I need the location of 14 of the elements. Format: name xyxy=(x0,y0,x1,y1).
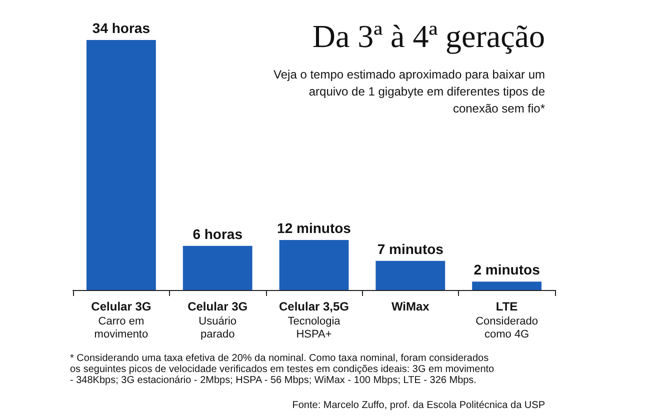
chart-title: Da 3ª à 4ª geração xyxy=(312,18,545,54)
x-tick-label: LTE Considerado como 4G xyxy=(476,300,538,340)
x-tick-label: Celular 3,5G Tecnologia HSPA+ xyxy=(278,300,350,340)
x-tick-label: Celular 3G Carro em movimento xyxy=(91,300,152,340)
data-label: 6 horas xyxy=(192,226,243,242)
text: Veja o tempo estimado aproximado para baixar um arquivo de 1 gigabyte em diferentes tipos de conexão sem fio* xyxy=(274,68,546,116)
source-note: Fonte: Marcelo Zuffo, prof. da Escola Politécnica da USP xyxy=(292,400,546,411)
x-tick-label: WiMax xyxy=(391,300,430,314)
data-label: 34 horas xyxy=(92,20,150,36)
text: * Considerando uma taxa efetiva de 20% da nominal. Como taxa nominal, foram considerados os seguintes picos de velocidade verificados em testes em condições ideais: 3G em movimento - 348Kbps; 3G estacionário - 2Mbps; HSPA - 56 Mbps; WiMax - 100 Mbps; LTE - 326 Mbps. xyxy=(70,353,495,386)
data-label: 2 minutos xyxy=(474,262,540,278)
data-label: 12 minutos xyxy=(277,220,352,236)
data-label: 7 minutos xyxy=(377,240,444,257)
x-tick-label: Celular 3G Usuário parado xyxy=(188,300,248,340)
